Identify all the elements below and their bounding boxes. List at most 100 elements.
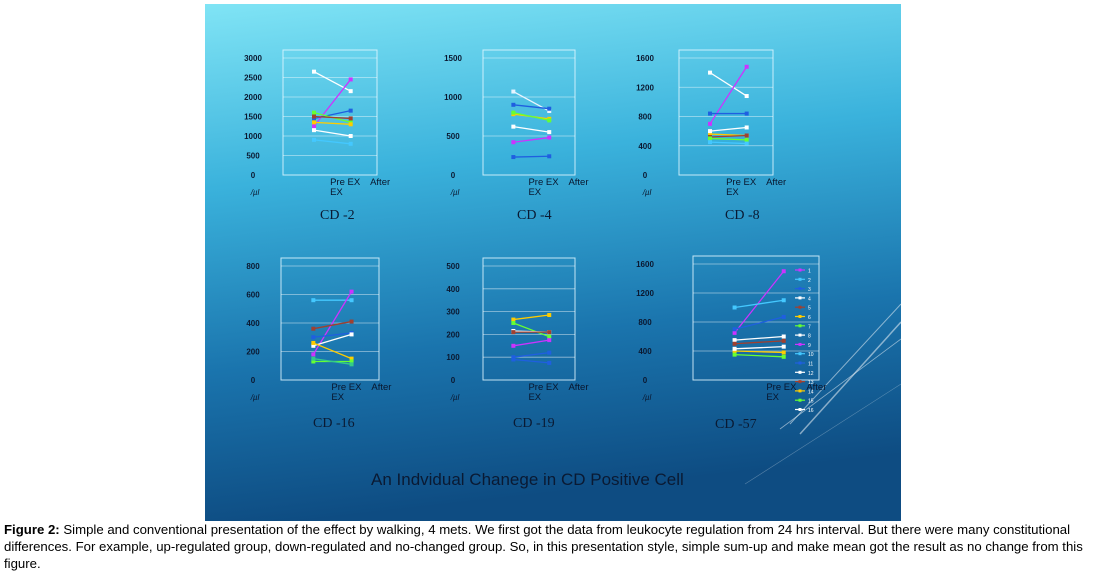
series-line — [513, 339, 550, 347]
series-2 — [312, 77, 353, 129]
data-point — [349, 359, 354, 364]
y-tick-label: 0 — [451, 171, 456, 180]
series-5 — [511, 124, 552, 135]
figure-caption: Figure 2: Simple and conventional presen… — [4, 521, 1102, 572]
data-point — [348, 134, 353, 138]
x-category-label: Pre EX — [331, 382, 362, 393]
data-point — [312, 110, 317, 115]
y-tick-label: 0 — [643, 171, 648, 180]
data-point — [732, 352, 737, 357]
data-point — [781, 269, 786, 274]
data-point — [511, 343, 516, 348]
data-point — [732, 341, 737, 346]
data-point — [781, 354, 786, 359]
data-point — [312, 120, 317, 125]
series-6 — [511, 135, 552, 145]
series-5 — [732, 338, 786, 346]
data-point — [511, 102, 516, 107]
series-line — [513, 125, 550, 133]
legend-marker — [798, 370, 802, 374]
data-point — [348, 108, 353, 113]
chart-title: CD -19 — [513, 416, 555, 431]
x-category-label: EX — [528, 187, 541, 198]
data-point — [312, 128, 317, 133]
y-tick-label: 0 — [251, 376, 256, 385]
y-tick-label: 0 — [643, 376, 648, 385]
y-tick-label: 500 — [246, 152, 260, 161]
data-point — [744, 141, 749, 146]
legend-label: 9 — [808, 343, 811, 349]
series-line — [513, 136, 550, 143]
x-category-label: After — [766, 177, 786, 188]
legend-label: 7 — [808, 324, 811, 330]
chart-title: CD -2 — [320, 208, 355, 223]
series-line — [513, 155, 550, 158]
series-line — [513, 111, 550, 122]
series-line — [734, 335, 784, 341]
series-5 — [311, 332, 354, 348]
slide-background — [205, 4, 901, 521]
series-6 — [708, 125, 749, 134]
series-line — [513, 322, 550, 338]
plot-frame — [692, 255, 820, 381]
legend-marker — [798, 268, 802, 272]
x-category-label: EX — [528, 392, 541, 403]
chart-1: 3000 2500 2000 1500 1000 500 0/µl Pre EX After EX… — [244, 49, 390, 223]
legend-marker — [798, 361, 802, 365]
unit-label: /µl — [450, 188, 460, 197]
data-point — [547, 106, 552, 111]
series-4 — [511, 110, 552, 123]
x-category-label: EX — [726, 187, 739, 198]
x-category-label: After — [370, 177, 390, 188]
series-5 — [312, 120, 353, 127]
data-point — [511, 317, 516, 322]
data-point — [511, 89, 516, 94]
chart-3: 1600 1200 800 400 0/µl Pre EX After EX CD -8 — [636, 49, 786, 223]
series-8 — [708, 140, 749, 146]
y-tick-label: 1500 — [244, 113, 262, 122]
data-point — [781, 314, 786, 319]
data-point — [511, 321, 516, 325]
series-3 — [311, 319, 354, 331]
series-line — [734, 340, 784, 345]
series-4 — [732, 334, 786, 343]
legend-label: 10 — [808, 352, 814, 358]
data-point — [547, 330, 552, 335]
data-point — [311, 335, 316, 340]
data-point — [547, 130, 552, 135]
plot-frame — [280, 257, 380, 381]
y-tick-label: 1600 — [636, 260, 654, 269]
data-point — [348, 89, 353, 94]
series-line — [709, 141, 747, 145]
series-line — [734, 270, 785, 334]
y-tick-label: 1200 — [636, 289, 654, 298]
data-point — [348, 77, 353, 82]
data-point — [349, 356, 354, 361]
legend-marker — [798, 277, 802, 281]
data-point — [311, 352, 316, 357]
y-tick-label: 600 — [246, 291, 260, 300]
data-point — [547, 313, 552, 318]
series-1 — [511, 313, 552, 322]
data-point — [744, 137, 749, 142]
series-line — [513, 104, 550, 110]
series-6 — [311, 340, 354, 361]
series-8 — [312, 137, 353, 146]
data-point — [744, 125, 749, 130]
series-line — [734, 346, 784, 350]
y-tick-label: 1200 — [636, 83, 654, 92]
legend-label: 13 — [808, 380, 814, 386]
data-point — [312, 69, 317, 74]
legend-marker — [798, 296, 802, 300]
legend-marker — [798, 408, 802, 411]
y-tick-label: 400 — [638, 347, 652, 356]
unit-label: /µl — [642, 188, 652, 197]
x-category-label: After — [806, 382, 826, 393]
series-2 — [732, 298, 786, 310]
data-point — [744, 133, 749, 138]
series-line — [313, 129, 351, 137]
data-point — [547, 135, 552, 140]
data-point — [511, 124, 516, 129]
